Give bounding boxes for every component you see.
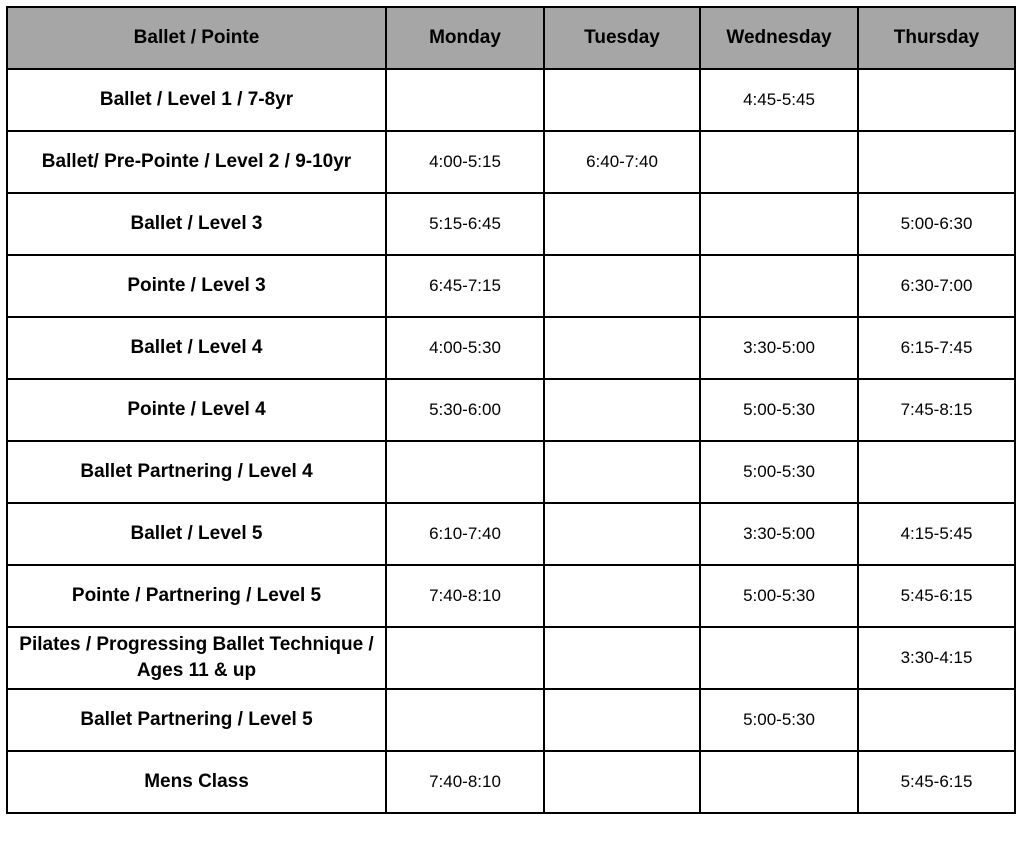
time-cell: 7:45-8:15 [857, 378, 1016, 442]
time-cell [543, 564, 701, 628]
header-class: Ballet / Pointe [6, 6, 387, 70]
time-cell: 4:15-5:45 [857, 502, 1016, 566]
class-name: Pointe / Level 4 [6, 378, 387, 442]
class-name: Pilates / Progressing Ballet Technique /… [6, 626, 387, 690]
table-row: Pointe / Partnering / Level 5 7:40-8:10 5:… [6, 564, 1016, 628]
time-cell [543, 502, 701, 566]
time-cell [385, 68, 545, 132]
time-cell: 6:30-7:00 [857, 254, 1016, 318]
table-row: Ballet Partnering / Level 4 5:00-5:30 [6, 440, 1016, 504]
table-row: Ballet / Level 5 6:10-7:40 3:30-5:00 4:15-5… [6, 502, 1016, 566]
time-cell [543, 378, 701, 442]
time-cell [385, 688, 545, 752]
time-cell [699, 626, 859, 690]
class-name: Ballet Partnering / Level 4 [6, 440, 387, 504]
time-cell [857, 130, 1016, 194]
time-cell: 5:00-6:30 [857, 192, 1016, 256]
class-name: Pointe / Partnering / Level 5 [6, 564, 387, 628]
time-cell: 3:30-5:00 [699, 502, 859, 566]
schedule-table: Ballet / Pointe Monday Tuesday Wednesday Thu… [6, 6, 1016, 814]
header-day: Monday [385, 6, 545, 70]
header-day: Wednesday [699, 6, 859, 70]
time-cell [543, 440, 701, 504]
header-day: Thursday [857, 6, 1016, 70]
time-cell [543, 316, 701, 380]
time-cell: 7:40-8:10 [385, 750, 545, 814]
time-cell [385, 626, 545, 690]
time-cell: 6:40-7:40 [543, 130, 701, 194]
header-row: Ballet / Pointe Monday Tuesday Wednesday Thu… [6, 6, 1016, 70]
class-name: Mens Class [6, 750, 387, 814]
time-cell [543, 626, 701, 690]
time-cell: 6:10-7:40 [385, 502, 545, 566]
table-row: Ballet/ Pre-Pointe / Level 2 / 9-10yr 4:0… [6, 130, 1016, 194]
class-name: Ballet / Level 1 / 7-8yr [6, 68, 387, 132]
time-cell [857, 68, 1016, 132]
time-cell [543, 68, 701, 132]
time-cell [699, 750, 859, 814]
time-cell [543, 750, 701, 814]
time-cell [543, 192, 701, 256]
class-name: Ballet / Level 5 [6, 502, 387, 566]
time-cell: 5:45-6:15 [857, 750, 1016, 814]
time-cell [857, 688, 1016, 752]
class-name: Ballet / Level 3 [6, 192, 387, 256]
time-cell: 4:00-5:30 [385, 316, 545, 380]
table-row: Ballet Partnering / Level 5 5:00-5:30 [6, 688, 1016, 752]
time-cell: 6:45-7:15 [385, 254, 545, 318]
time-cell: 5:00-5:30 [699, 378, 859, 442]
table-row: Ballet / Level 3 5:15-6:45 5:00-6:30 [6, 192, 1016, 256]
time-cell: 5:30-6:00 [385, 378, 545, 442]
time-cell: 6:15-7:45 [857, 316, 1016, 380]
table-row: Pilates / Progressing Ballet Technique /… [6, 626, 1016, 690]
time-cell: 3:30-4:15 [857, 626, 1016, 690]
class-name: Ballet / Level 4 [6, 316, 387, 380]
time-cell [699, 254, 859, 318]
time-cell: 5:15-6:45 [385, 192, 545, 256]
time-cell: 7:40-8:10 [385, 564, 545, 628]
time-cell [543, 688, 701, 752]
header-day: Tuesday [543, 6, 701, 70]
class-name: Ballet/ Pre-Pointe / Level 2 / 9-10yr [6, 130, 387, 194]
table-row: Ballet / Level 4 4:00-5:30 3:30-5:00 6:15-7… [6, 316, 1016, 380]
time-cell: 4:45-5:45 [699, 68, 859, 132]
class-name: Ballet Partnering / Level 5 [6, 688, 387, 752]
table-row: Mens Class 7:40-8:10 5:45-6:15 [6, 750, 1016, 814]
time-cell: 5:00-5:30 [699, 688, 859, 752]
table-row: Pointe / Level 3 6:45-7:15 6:30-7:00 [6, 254, 1016, 318]
time-cell: 5:00-5:30 [699, 564, 859, 628]
time-cell: 3:30-5:00 [699, 316, 859, 380]
table-row: Pointe / Level 4 5:30-6:00 5:00-5:30 7:45-8… [6, 378, 1016, 442]
time-cell [699, 130, 859, 194]
class-name: Pointe / Level 3 [6, 254, 387, 318]
time-cell [699, 192, 859, 256]
time-cell: 5:45-6:15 [857, 564, 1016, 628]
time-cell [857, 440, 1016, 504]
time-cell: 5:00-5:30 [699, 440, 859, 504]
table-row: Ballet / Level 1 / 7-8yr 4:45-5:45 [6, 68, 1016, 132]
time-cell: 4:00-5:15 [385, 130, 545, 194]
time-cell [543, 254, 701, 318]
time-cell [385, 440, 545, 504]
